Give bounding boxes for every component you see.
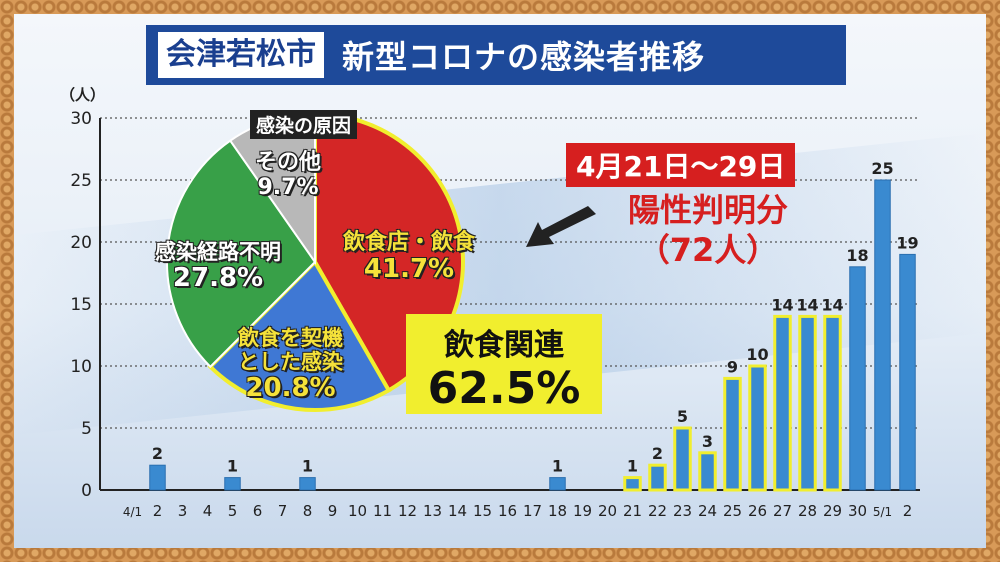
period-badge: 4月21日〜29日 [566,143,796,187]
bar-value-label: 14 [821,295,843,314]
y-tick-label: 10 [70,357,92,377]
pie-label-unknown: 感染経路不明 27.8% [155,240,281,294]
food-related-label: 飲食関連 [444,328,564,363]
x-tick-label: 23 [673,502,692,520]
positive-count: 陽性判明分 （72人） [627,191,788,269]
x-tick-label: 13 [423,502,442,520]
bar [823,314,842,492]
x-tick-label: 5/1 [873,505,892,519]
bar-value-label: 14 [771,295,793,314]
city-name: 会津若松市 [158,32,324,78]
y-tick-label: 5 [81,419,92,439]
x-tick-label: 19 [573,502,592,520]
x-tick-label: 28 [798,502,817,520]
bar-value-label: 3 [702,432,713,451]
bar-value-label: 2 [152,444,163,463]
pie-label-other: その他 9.7% [255,150,322,201]
x-tick-label: 24 [698,502,717,520]
x-tick-label: 7 [278,502,288,520]
y-tick-label: 0 [81,481,92,501]
bar-value-label: 1 [552,457,563,476]
bar-value-label: 19 [896,233,918,252]
x-tick-label: 15 [473,502,492,520]
pie-title: 感染の原因 [250,110,358,139]
bar-value-label: 10 [746,345,768,364]
x-tick-label: 22 [648,502,667,520]
x-tick-label: 5 [228,502,238,520]
bar [299,477,316,491]
pie-label-food: 飲食店・飲食 41.7% [343,230,476,285]
x-tick-label: 2 [903,502,913,520]
pie-slice [207,258,392,412]
bar [224,477,241,491]
y-tick-label: 20 [70,233,92,253]
x-tick-label: 20 [598,502,617,520]
pie-label-triggered: 飲食を契機 とした感染 20.8% [238,326,343,404]
chart-heading: 新型コロナの感染者推移 [342,38,706,76]
y-tick-label: 25 [70,171,92,191]
x-tick-label: 10 [348,502,367,520]
x-tick-label: 27 [773,502,792,520]
pie-slice [166,139,317,369]
bar-value-label: 14 [796,295,818,314]
bar [723,376,742,492]
bar-value-label: 5 [677,407,688,426]
x-tick-label: 25 [723,502,742,520]
bar [773,314,792,492]
bar-value-label: 25 [871,159,893,178]
bar [798,314,817,492]
x-tick-label: 17 [523,502,542,520]
bar-value-label: 1 [627,457,638,476]
x-tick-label: 6 [253,502,263,520]
x-tick-label: 9 [328,502,338,520]
bar [149,464,166,491]
x-tick-label: 12 [398,502,417,520]
bar [549,477,566,491]
bar [899,253,916,491]
title-banner: 会津若松市 新型コロナの感染者推移 [146,25,846,85]
bar [849,266,866,491]
x-tick-label: 2 [153,502,163,520]
x-tick-label: 8 [303,502,313,520]
bar [648,463,667,492]
y-tick-label: 15 [70,295,92,315]
x-tick-label: 3 [178,502,188,520]
x-tick-label: 14 [448,502,467,520]
x-tick-label: 29 [823,502,842,520]
x-tick-label: 21 [623,502,642,520]
x-tick-label: 4 [203,502,213,520]
x-tick-label: 16 [498,502,517,520]
food-related-box: 飲食関連 62.5% [406,314,602,414]
bar-value-label: 2 [652,444,663,463]
bar-value-label: 18 [846,246,868,265]
bar [874,179,891,491]
bar-value-label: 9 [727,357,738,376]
bar [623,476,642,492]
x-tick-label: 30 [848,502,867,520]
bar [748,364,767,492]
y-axis-unit: （人） [60,86,106,104]
x-tick-label: 11 [373,502,392,520]
x-tick-label: 26 [748,502,767,520]
bar-value-label: 1 [227,457,238,476]
bar [698,451,717,492]
bar-value-label: 1 [302,457,313,476]
food-related-pct: 62.5% [427,363,581,414]
x-tick-label: 4/1 [123,505,142,519]
bar [673,426,692,492]
x-tick-label: 18 [548,502,567,520]
y-tick-label: 30 [70,109,92,129]
